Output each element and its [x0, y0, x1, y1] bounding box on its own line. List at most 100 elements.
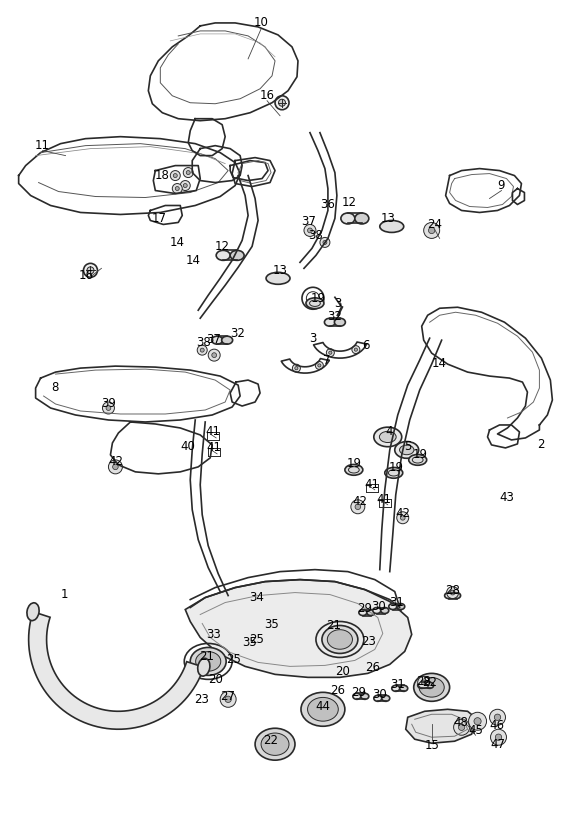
Text: 41: 41 [206, 425, 221, 438]
Ellipse shape [355, 213, 369, 224]
Ellipse shape [389, 603, 397, 610]
Text: 9: 9 [498, 179, 505, 192]
Ellipse shape [409, 455, 427, 466]
Polygon shape [29, 611, 204, 729]
Circle shape [326, 349, 334, 357]
Ellipse shape [345, 465, 363, 475]
Circle shape [83, 264, 97, 278]
Circle shape [469, 712, 487, 730]
Circle shape [323, 241, 327, 245]
Text: 35: 35 [242, 636, 257, 649]
Circle shape [208, 349, 220, 361]
Text: 48: 48 [453, 716, 468, 728]
Circle shape [225, 696, 231, 703]
Polygon shape [406, 709, 477, 743]
Ellipse shape [382, 695, 390, 701]
Text: 25: 25 [248, 633, 264, 646]
Text: 32: 32 [328, 310, 342, 323]
Text: 41: 41 [207, 442, 222, 454]
Circle shape [308, 228, 312, 233]
Text: 45: 45 [468, 723, 483, 737]
Ellipse shape [400, 686, 408, 691]
Text: 12: 12 [342, 196, 356, 209]
Circle shape [106, 405, 111, 410]
Circle shape [490, 709, 505, 725]
Text: 21: 21 [326, 619, 342, 632]
Circle shape [304, 224, 316, 236]
Circle shape [170, 171, 180, 180]
Text: 10: 10 [254, 16, 269, 30]
Text: 8: 8 [51, 381, 58, 394]
Ellipse shape [190, 648, 226, 676]
Text: 20: 20 [208, 673, 223, 686]
Text: 38: 38 [308, 229, 324, 242]
Text: 42: 42 [352, 495, 367, 508]
Circle shape [108, 460, 122, 474]
Text: 41: 41 [364, 478, 380, 491]
Ellipse shape [308, 697, 338, 721]
Text: 36: 36 [321, 198, 335, 211]
Circle shape [454, 719, 469, 735]
Text: 43: 43 [499, 491, 514, 504]
Circle shape [458, 724, 465, 730]
Ellipse shape [359, 610, 367, 616]
Text: 30: 30 [373, 688, 387, 701]
Text: 25: 25 [226, 653, 241, 666]
Text: 42: 42 [395, 508, 410, 520]
Text: 5: 5 [404, 440, 412, 453]
Circle shape [183, 167, 193, 177]
Circle shape [275, 96, 289, 110]
Ellipse shape [266, 273, 290, 284]
Polygon shape [185, 579, 412, 677]
Ellipse shape [341, 213, 355, 224]
Text: 15: 15 [424, 738, 439, 751]
Text: 12: 12 [215, 240, 230, 253]
Ellipse shape [230, 250, 244, 260]
Circle shape [183, 184, 187, 188]
Circle shape [490, 729, 507, 745]
Text: 31: 31 [390, 678, 405, 691]
Text: 33: 33 [206, 628, 220, 641]
Text: 22: 22 [264, 733, 279, 747]
Circle shape [87, 267, 94, 274]
Circle shape [212, 353, 216, 358]
Text: 29: 29 [357, 602, 373, 615]
Text: 14: 14 [186, 254, 201, 267]
Circle shape [113, 464, 118, 470]
Text: 24: 24 [427, 218, 442, 231]
Ellipse shape [374, 695, 382, 701]
Text: 37: 37 [301, 215, 317, 228]
Text: 27: 27 [220, 690, 234, 703]
Ellipse shape [399, 445, 414, 455]
Text: 14: 14 [432, 357, 447, 370]
Text: 16: 16 [259, 89, 275, 102]
Circle shape [474, 718, 481, 725]
Circle shape [175, 186, 179, 190]
Text: 47: 47 [490, 737, 505, 751]
Text: 21: 21 [199, 650, 214, 663]
Text: 20: 20 [335, 665, 350, 678]
Text: 19: 19 [388, 461, 403, 475]
Ellipse shape [373, 607, 381, 614]
Text: 26: 26 [331, 684, 345, 697]
Text: 31: 31 [389, 596, 404, 609]
Text: 39: 39 [101, 396, 116, 410]
Text: 11: 11 [35, 139, 50, 152]
Ellipse shape [452, 592, 461, 598]
Ellipse shape [306, 297, 324, 309]
Ellipse shape [255, 728, 295, 761]
Text: 7: 7 [323, 353, 331, 367]
Ellipse shape [380, 221, 404, 232]
Text: 4: 4 [385, 425, 392, 438]
Circle shape [429, 227, 435, 234]
Ellipse shape [445, 592, 452, 598]
Text: 30: 30 [371, 600, 386, 613]
Circle shape [447, 587, 459, 598]
Text: 17: 17 [152, 212, 167, 225]
Text: 46: 46 [489, 719, 504, 732]
Ellipse shape [417, 682, 426, 688]
Ellipse shape [27, 603, 39, 620]
Text: 42: 42 [108, 456, 123, 468]
Circle shape [351, 500, 365, 513]
Text: 13: 13 [273, 264, 287, 277]
